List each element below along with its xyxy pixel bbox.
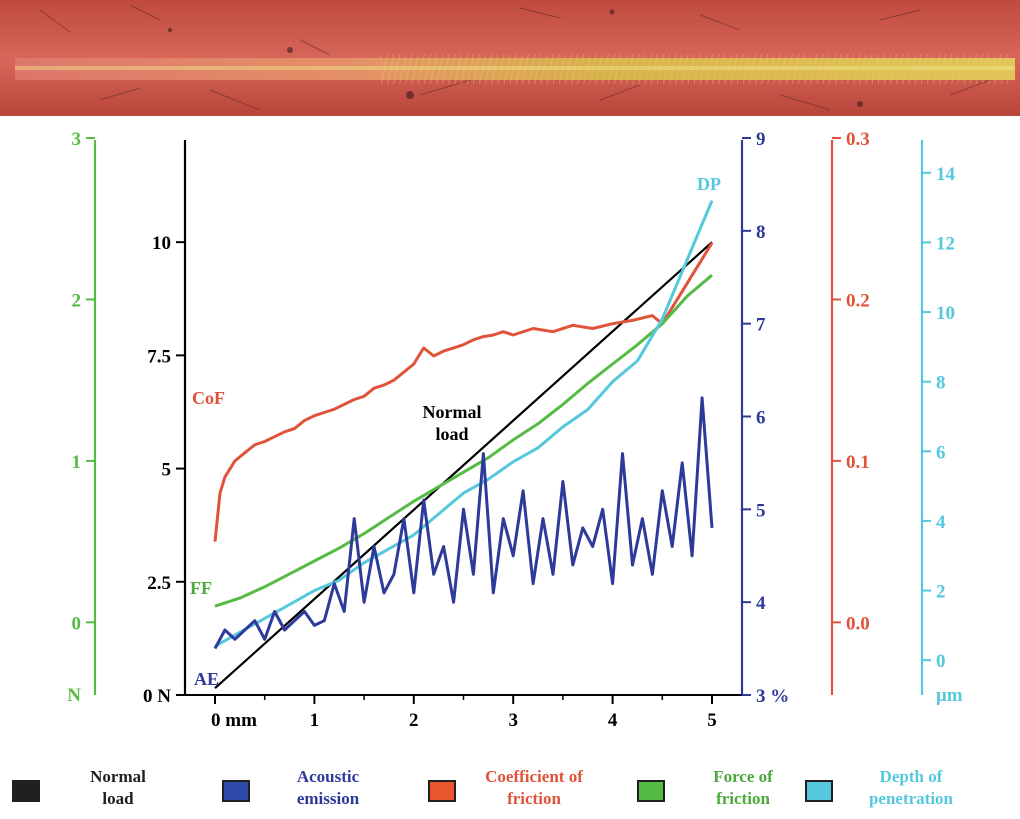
dp-tick-label: 6 xyxy=(936,442,946,463)
dp-tick-label: 8 xyxy=(936,373,946,394)
legend-swatch-cof xyxy=(428,780,456,802)
dp-tick-label: 0 xyxy=(936,651,946,672)
legend-label-line2: load xyxy=(102,789,134,808)
legend-label-line2: friction xyxy=(507,789,561,808)
legend-label-line1: Coefficient of xyxy=(485,767,583,786)
legend-swatch-ff xyxy=(637,780,665,802)
legend-label-ff: Force of friction xyxy=(673,766,813,810)
legend-label-line2: friction xyxy=(716,789,770,808)
x-tick-label: 1 xyxy=(310,710,320,731)
x-tick-label: 2 xyxy=(409,710,419,731)
cof-tick-label: 0.1 xyxy=(846,452,870,473)
cof-tick-label: 0.3 xyxy=(846,129,870,150)
ff-series-line xyxy=(214,274,713,608)
force-tick-label: 1 xyxy=(72,452,82,473)
load-tick-label: 7.5 xyxy=(147,346,171,367)
dp-tick-label: 14 xyxy=(936,164,956,185)
dp-tick-label: 4 xyxy=(936,512,946,533)
force-tick-label: 2 xyxy=(72,290,82,311)
cof-tick-label: 0.2 xyxy=(846,290,870,311)
dp-unit-label: μm xyxy=(936,685,963,706)
legend-swatch-ae xyxy=(222,780,250,802)
load-tick-label: 0 N xyxy=(143,686,171,707)
legend-label-load: Normal load xyxy=(48,766,188,810)
x-tick-label: 0 mm xyxy=(211,710,257,731)
ae-annotation: AE xyxy=(194,669,219,689)
legend-swatch-load xyxy=(12,780,40,802)
legend-label-line1: Force of xyxy=(713,767,773,786)
dp-series-line xyxy=(214,200,714,648)
legend-item-cof: Coefficient of friction xyxy=(428,764,643,819)
force-tick-label: 0 xyxy=(72,613,82,634)
cof-annotation: CoF xyxy=(192,388,225,408)
legend-swatch-dp xyxy=(805,780,833,802)
chart-legend: Normal load Acoustic emission Coefficient of… xyxy=(0,764,1020,819)
ae-tick-label: 9 xyxy=(756,129,766,150)
load-annotation-line1: Normal xyxy=(423,402,482,422)
load-tick-label: 5 xyxy=(162,460,172,481)
load-tick-label: 2.5 xyxy=(147,573,171,594)
ae-tick-label: 6 xyxy=(756,408,766,429)
cof-series-line xyxy=(213,242,714,542)
ae-tick-label: 7 xyxy=(756,315,766,336)
ae-tick-label: 3 % xyxy=(756,686,789,707)
load-annotation-line2: load xyxy=(435,424,468,444)
load-series-line xyxy=(214,241,713,690)
x-tick-label: 5 xyxy=(707,710,717,731)
force-unit-label: N xyxy=(67,685,81,706)
legend-label-line2: penetration xyxy=(868,789,954,808)
legend-item-dp: Depth of penetration xyxy=(805,764,1020,819)
ae-tick-label: 8 xyxy=(756,222,766,243)
load-tick-label: 10 xyxy=(152,233,171,254)
legend-item-ae: Acoustic emission xyxy=(222,764,437,819)
legend-label-line1: Acoustic xyxy=(296,767,360,786)
dp-tick-label: 12 xyxy=(936,233,955,254)
ff-annotation: FF xyxy=(190,578,212,598)
legend-item-load: Normal load xyxy=(12,764,227,819)
legend-item-ff: Force of friction xyxy=(637,764,852,819)
dp-tick-label: 10 xyxy=(936,303,955,324)
force-tick-label: 3 xyxy=(72,129,82,150)
scratch-track-micrograph xyxy=(0,0,1020,118)
dp-tick-label: 2 xyxy=(936,582,946,603)
x-tick-label: 4 xyxy=(608,710,618,731)
ae-tick-label: 4 xyxy=(756,593,766,614)
legend-label-line1: Normal xyxy=(90,767,146,786)
legend-label-line1: Depth of xyxy=(879,767,943,786)
ae-tick-label: 5 xyxy=(756,500,766,521)
dp-annotation: DP xyxy=(697,174,721,194)
legend-label-ae: Acoustic emission xyxy=(258,766,398,810)
legend-label-cof: Coefficient of friction xyxy=(464,766,604,810)
cof-tick-label: 0.0 xyxy=(846,613,870,634)
legend-label-line2: emission xyxy=(296,789,360,808)
legend-label-dp: Depth of penetration xyxy=(841,766,981,810)
x-tick-label: 3 xyxy=(508,710,518,731)
ae-series-line xyxy=(213,396,714,650)
